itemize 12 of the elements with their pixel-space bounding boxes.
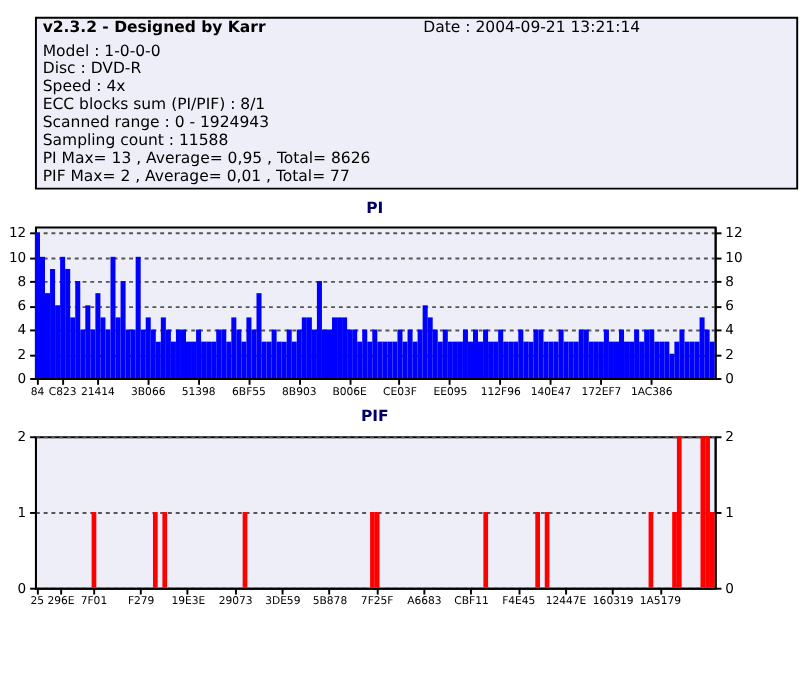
text: Scanned range : 0 - 1924943: [42, 113, 270, 131]
text: Date : 2004-09-21 13:21:14: [423, 18, 641, 37]
text: Disc : DVD-R: [42, 59, 143, 78]
text: Speed : 4x: [42, 77, 127, 96]
chart-title: PIF: [360, 406, 389, 425]
chart-title: PI: [366, 199, 384, 218]
text: PI Max= 13 , Average= 0,95 , Total= 8626: [42, 148, 371, 167]
text: v2.3.2 - Designed by Karr: [42, 18, 266, 37]
text: Model : 1-0-0-0: [42, 41, 161, 60]
text: ECC blocks sum (PI/PIF) : 8/1: [42, 95, 266, 114]
text: PIF Max= 2 , Average= 0,01 , Total= 77: [42, 166, 350, 185]
text: Sampling count : 11588: [42, 130, 229, 149]
